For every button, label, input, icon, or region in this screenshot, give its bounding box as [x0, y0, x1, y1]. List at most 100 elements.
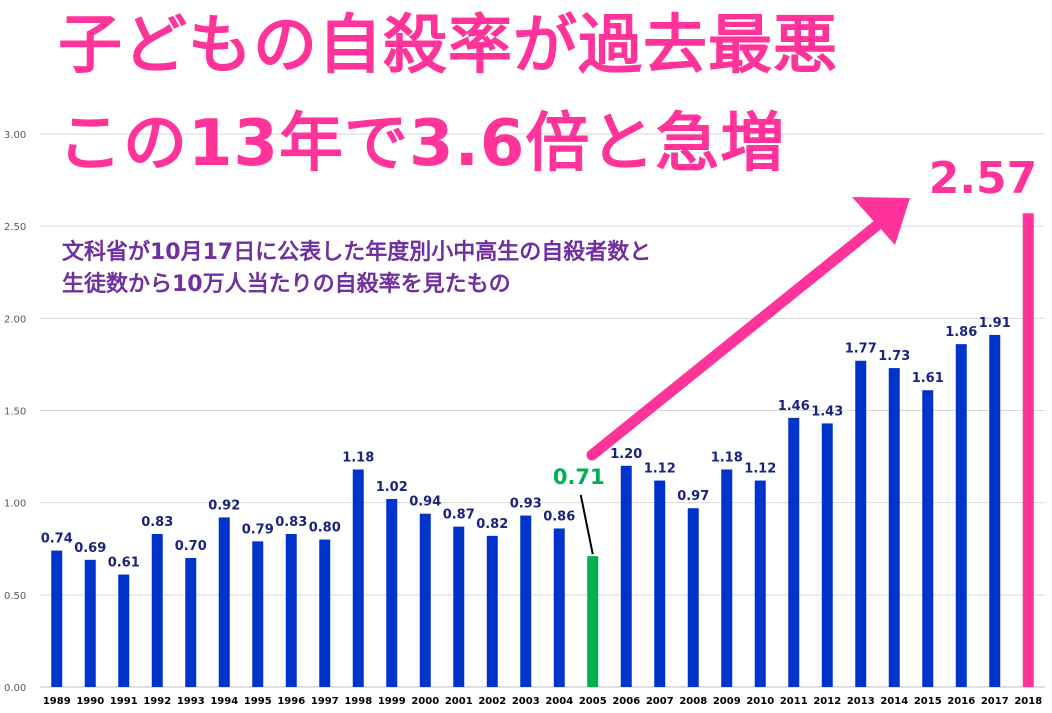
- y-tick-label: 1.50: [4, 407, 26, 418]
- bar-2005: [587, 556, 599, 687]
- data-labels: 0.740.690.610.830.700.920.79 0.83 0.801.18…: [41, 153, 1038, 571]
- x-tick-label: 1998: [344, 696, 372, 707]
- data-label-1994: 0.92: [208, 498, 240, 513]
- x-tick-label: 2018: [1014, 696, 1042, 707]
- trend-arrow-shaft: [586, 217, 886, 461]
- data-label-2012: 1.43: [811, 404, 843, 419]
- bar-2003: [520, 515, 532, 687]
- data-label-2016: 1.86: [945, 325, 977, 340]
- subtitle-line-2: 生徒数から10万人当たりの自殺率を見たもの: [62, 272, 511, 297]
- x-tick-label: 2003: [512, 696, 540, 707]
- bar-2015: [922, 390, 934, 687]
- x-tick-label: 1992: [143, 696, 171, 707]
- bar-2018: [1022, 213, 1034, 687]
- data-label-2002: 0.82: [476, 517, 508, 532]
- gridlines: [40, 133, 1045, 688]
- x-tick-label: 2002: [478, 696, 506, 707]
- data-label-2001: 0.87: [443, 508, 475, 523]
- x-tick-label: 2017: [981, 696, 1009, 707]
- y-axis-ticks: 0.00 0.50 1.00 1.50 2.00 2.50 3.00: [4, 130, 26, 694]
- x-tick-label: 1996: [277, 696, 305, 707]
- x-tick-label: 1989: [43, 696, 71, 707]
- data-label-2005: 0.71: [553, 465, 605, 489]
- data-label-2004: 0.86: [543, 509, 575, 524]
- x-tick-label: 1991: [110, 696, 138, 707]
- bar-2014: [888, 368, 900, 687]
- data-label-1995: 0.79: [242, 522, 274, 537]
- x-tick-label: 2007: [646, 696, 674, 707]
- y-tick-label: 0.50: [4, 591, 26, 602]
- data-label-2011: 1.46: [778, 399, 810, 414]
- bar-1989: [51, 550, 63, 687]
- bar-2006: [620, 465, 632, 687]
- bar-1995: [252, 541, 264, 687]
- bar-1996: [285, 534, 297, 687]
- x-tick-label: 1999: [378, 696, 406, 707]
- x-tick-label: 2005: [579, 696, 607, 707]
- x-tick-label: 2016: [947, 696, 975, 707]
- x-tick-label: 2010: [746, 696, 774, 707]
- data-label-2006: 1.20: [610, 447, 642, 462]
- bar-1994: [218, 517, 230, 687]
- bar-2009: [721, 469, 733, 687]
- x-tick-label: 2000: [411, 696, 439, 707]
- bar-2000: [419, 513, 431, 687]
- bar-2002: [486, 535, 498, 687]
- x-tick-label: 2008: [679, 696, 707, 707]
- data-label-2009: 1.18: [711, 450, 743, 465]
- data-label-1997: 0.80: [309, 521, 341, 536]
- data-label-2015: 1.61: [912, 371, 944, 386]
- x-tick-label: 2006: [612, 696, 640, 707]
- y-tick-label: 0.00: [4, 683, 26, 694]
- x-tick-label: 2009: [713, 696, 741, 707]
- label-leader-line: [579, 494, 594, 555]
- y-tick-label: 2.00: [4, 314, 26, 325]
- x-tick-label: 2012: [813, 696, 841, 707]
- bar-1992: [151, 534, 163, 687]
- bar-2012: [821, 423, 833, 687]
- bar-2017: [989, 334, 1001, 687]
- headline-line-1: 子どもの自殺率が過去最悪: [58, 9, 838, 83]
- data-label-1999: 1.02: [376, 480, 408, 495]
- bar-2010: [754, 480, 766, 687]
- bar-2011: [788, 417, 800, 687]
- bar-2016: [955, 344, 967, 687]
- data-label-1989: 0.74: [41, 532, 73, 547]
- annotations: [586, 197, 910, 461]
- bar-1999: [386, 498, 398, 687]
- x-tick-label: 2004: [545, 696, 573, 707]
- subtitle-line-1: 文科省が10月17日に公表した年度別小中高生の自殺者数と: [62, 240, 652, 265]
- y-tick-label: 2.50: [4, 222, 26, 233]
- bar-2004: [553, 528, 565, 687]
- data-label-1992: 0.83: [141, 515, 173, 530]
- headline-line-2: この13年で3.6倍と急増: [58, 107, 786, 181]
- data-label-2007: 1.12: [644, 462, 676, 477]
- x-tick-label: 1994: [210, 696, 238, 707]
- data-label-2013: 1.77: [845, 342, 877, 357]
- x-tick-label: 2011: [780, 696, 808, 707]
- data-label-1993: 0.70: [175, 539, 207, 554]
- x-tick-label: 2014: [880, 696, 908, 707]
- data-label-1998: 1.18: [342, 450, 374, 465]
- data-label-2000: 0.94: [409, 495, 441, 510]
- bar-2001: [453, 526, 465, 687]
- bar-1991: [118, 574, 130, 687]
- x-tick-label: 1995: [244, 696, 272, 707]
- x-tick-label: 2013: [847, 696, 875, 707]
- x-tick-label: 1993: [177, 696, 205, 707]
- bar-1998: [352, 469, 364, 687]
- x-tick-label: 1997: [311, 696, 339, 707]
- bar-1997: [319, 539, 331, 687]
- trend-arrow-head: [852, 197, 910, 245]
- data-label-2018: 2.57: [929, 153, 1038, 204]
- data-label-1990: 0.69: [74, 541, 106, 556]
- data-label-2003: 0.93: [510, 497, 542, 512]
- bars: [51, 213, 1034, 687]
- data-label-2010: 1.12: [744, 462, 776, 477]
- data-label-1991: 0.61: [108, 556, 140, 571]
- x-tick-label: 2015: [914, 696, 942, 707]
- bar-2007: [654, 480, 666, 687]
- bar-2008: [687, 508, 699, 687]
- bar-1993: [185, 557, 197, 687]
- bar-1990: [84, 559, 96, 687]
